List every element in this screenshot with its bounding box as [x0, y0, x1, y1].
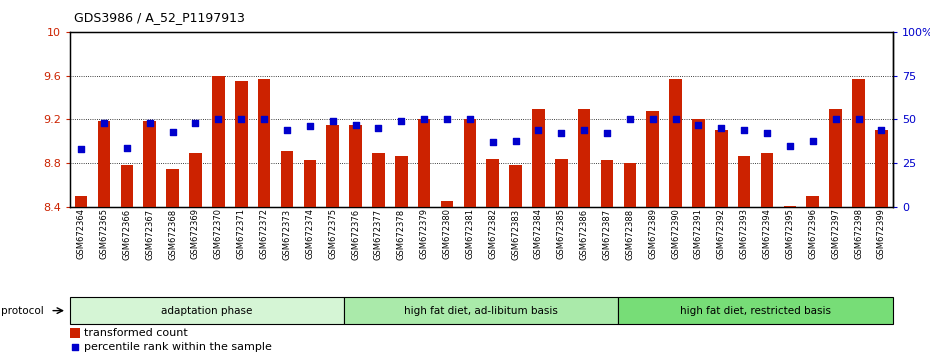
- Point: [577, 127, 591, 133]
- Point: [851, 117, 866, 122]
- Point: [645, 117, 660, 122]
- Point: [97, 120, 112, 126]
- Text: percentile rank within the sample: percentile rank within the sample: [85, 342, 272, 352]
- Text: adaptation phase: adaptation phase: [161, 306, 253, 316]
- Point: [326, 118, 340, 124]
- Text: high fat diet, ad-libitum basis: high fat diet, ad-libitum basis: [405, 306, 558, 316]
- Bar: [70, 297, 344, 324]
- Point: [440, 117, 455, 122]
- Point: [280, 127, 295, 133]
- Point: [166, 129, 180, 135]
- Point: [668, 117, 683, 122]
- Bar: [463, 120, 476, 207]
- Point: [531, 127, 546, 133]
- Bar: [852, 79, 865, 207]
- Bar: [350, 125, 362, 207]
- Bar: [189, 153, 202, 207]
- Bar: [75, 196, 87, 207]
- Text: protocol: protocol: [1, 306, 44, 316]
- Point: [737, 127, 751, 133]
- Point: [417, 117, 432, 122]
- Bar: [166, 169, 179, 207]
- Text: GDS3986 / A_52_P1197913: GDS3986 / A_52_P1197913: [74, 11, 246, 24]
- Point: [371, 125, 386, 131]
- Point: [462, 117, 477, 122]
- Point: [302, 124, 317, 129]
- Bar: [281, 151, 293, 207]
- Point: [554, 131, 569, 136]
- Point: [321, 288, 336, 293]
- Bar: [715, 130, 727, 207]
- Point: [211, 117, 226, 122]
- Point: [508, 138, 523, 143]
- Point: [874, 127, 889, 133]
- Bar: [121, 165, 133, 207]
- Point: [760, 131, 775, 136]
- Bar: [70, 329, 80, 338]
- Bar: [618, 297, 893, 324]
- Bar: [143, 121, 156, 207]
- Point: [257, 117, 272, 122]
- Point: [142, 120, 157, 126]
- Point: [782, 143, 797, 149]
- Bar: [761, 153, 774, 207]
- Bar: [303, 160, 316, 207]
- Bar: [624, 163, 636, 207]
- Point: [805, 138, 820, 143]
- Bar: [806, 196, 819, 207]
- Bar: [235, 81, 247, 207]
- Point: [73, 147, 88, 152]
- Point: [348, 122, 363, 127]
- Bar: [670, 79, 682, 207]
- Bar: [258, 79, 271, 207]
- Text: high fat diet, restricted basis: high fat diet, restricted basis: [680, 306, 831, 316]
- Bar: [875, 130, 887, 207]
- Bar: [486, 159, 499, 207]
- Bar: [692, 120, 705, 207]
- Bar: [532, 109, 545, 207]
- Bar: [441, 200, 453, 207]
- Bar: [737, 156, 751, 207]
- Bar: [601, 160, 613, 207]
- Text: transformed count: transformed count: [85, 328, 188, 338]
- Bar: [830, 109, 842, 207]
- Point: [600, 131, 615, 136]
- Point: [485, 139, 500, 145]
- Point: [188, 120, 203, 126]
- Point: [829, 117, 844, 122]
- Bar: [418, 120, 431, 207]
- Bar: [578, 109, 591, 207]
- Bar: [784, 206, 796, 207]
- Bar: [98, 121, 111, 207]
- Point: [233, 117, 248, 122]
- Bar: [510, 165, 522, 207]
- Point: [691, 122, 706, 127]
- Bar: [344, 297, 618, 324]
- Bar: [395, 156, 407, 207]
- Point: [622, 117, 637, 122]
- Bar: [326, 125, 339, 207]
- Point: [714, 125, 729, 131]
- Bar: [646, 111, 659, 207]
- Bar: [372, 153, 385, 207]
- Point: [119, 145, 134, 150]
- Bar: [555, 159, 567, 207]
- Bar: [212, 76, 225, 207]
- Point: [393, 118, 408, 124]
